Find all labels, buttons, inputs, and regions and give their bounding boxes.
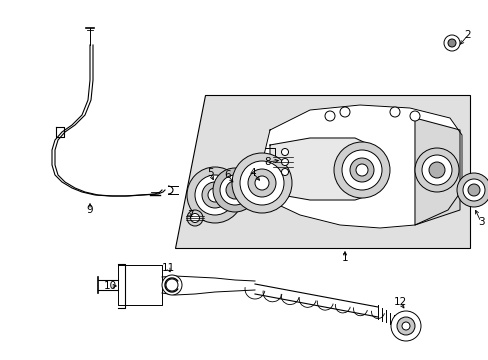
Circle shape xyxy=(355,164,367,176)
Circle shape xyxy=(213,168,257,212)
Text: 5: 5 xyxy=(206,168,213,178)
Text: 2: 2 xyxy=(464,30,470,40)
Circle shape xyxy=(447,39,455,47)
Text: 3: 3 xyxy=(477,217,483,227)
Circle shape xyxy=(414,148,458,192)
Circle shape xyxy=(456,173,488,207)
Circle shape xyxy=(341,150,381,190)
Text: 9: 9 xyxy=(86,205,93,215)
Circle shape xyxy=(281,149,288,156)
Circle shape xyxy=(225,181,244,199)
Text: 4: 4 xyxy=(249,168,256,178)
Polygon shape xyxy=(269,138,369,200)
Circle shape xyxy=(421,155,451,185)
Circle shape xyxy=(467,184,479,196)
Circle shape xyxy=(186,210,203,226)
Circle shape xyxy=(190,213,199,222)
Circle shape xyxy=(254,176,268,190)
Circle shape xyxy=(165,279,178,291)
Circle shape xyxy=(409,111,419,121)
Polygon shape xyxy=(175,95,469,248)
Circle shape xyxy=(339,107,349,117)
Circle shape xyxy=(428,162,444,178)
Circle shape xyxy=(396,317,414,335)
Circle shape xyxy=(281,168,288,176)
Circle shape xyxy=(281,158,288,166)
Circle shape xyxy=(195,175,235,215)
Text: 12: 12 xyxy=(392,297,406,307)
Circle shape xyxy=(202,182,227,208)
Circle shape xyxy=(401,322,409,330)
Circle shape xyxy=(231,153,291,213)
Circle shape xyxy=(443,35,459,51)
Circle shape xyxy=(325,111,334,121)
Text: 7: 7 xyxy=(186,210,193,220)
Circle shape xyxy=(162,275,182,295)
Circle shape xyxy=(207,188,222,202)
Circle shape xyxy=(462,179,484,201)
Text: 1: 1 xyxy=(341,253,347,263)
Circle shape xyxy=(186,167,243,223)
Text: 6: 6 xyxy=(224,170,231,180)
Polygon shape xyxy=(162,276,254,295)
Text: 11: 11 xyxy=(161,263,174,273)
Circle shape xyxy=(349,158,373,182)
Text: 8: 8 xyxy=(264,157,271,167)
Text: 10: 10 xyxy=(103,281,116,291)
Polygon shape xyxy=(414,118,459,225)
Polygon shape xyxy=(262,105,461,228)
Circle shape xyxy=(240,161,284,205)
Circle shape xyxy=(247,169,275,197)
Circle shape xyxy=(220,175,249,205)
Circle shape xyxy=(389,107,399,117)
Polygon shape xyxy=(118,265,162,305)
Circle shape xyxy=(390,311,420,341)
Circle shape xyxy=(333,142,389,198)
